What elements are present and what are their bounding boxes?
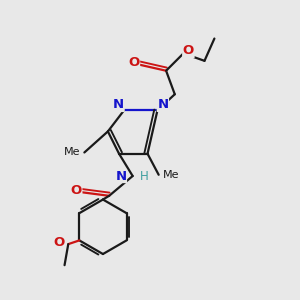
Text: N: N bbox=[157, 98, 168, 111]
Text: N: N bbox=[113, 98, 124, 111]
Text: Me: Me bbox=[64, 148, 81, 158]
Text: Me: Me bbox=[162, 170, 179, 180]
Text: O: O bbox=[70, 184, 82, 196]
Text: N: N bbox=[115, 169, 127, 182]
Text: H: H bbox=[140, 169, 148, 182]
Text: O: O bbox=[128, 56, 140, 69]
Text: O: O bbox=[53, 236, 64, 249]
Text: O: O bbox=[183, 44, 194, 57]
